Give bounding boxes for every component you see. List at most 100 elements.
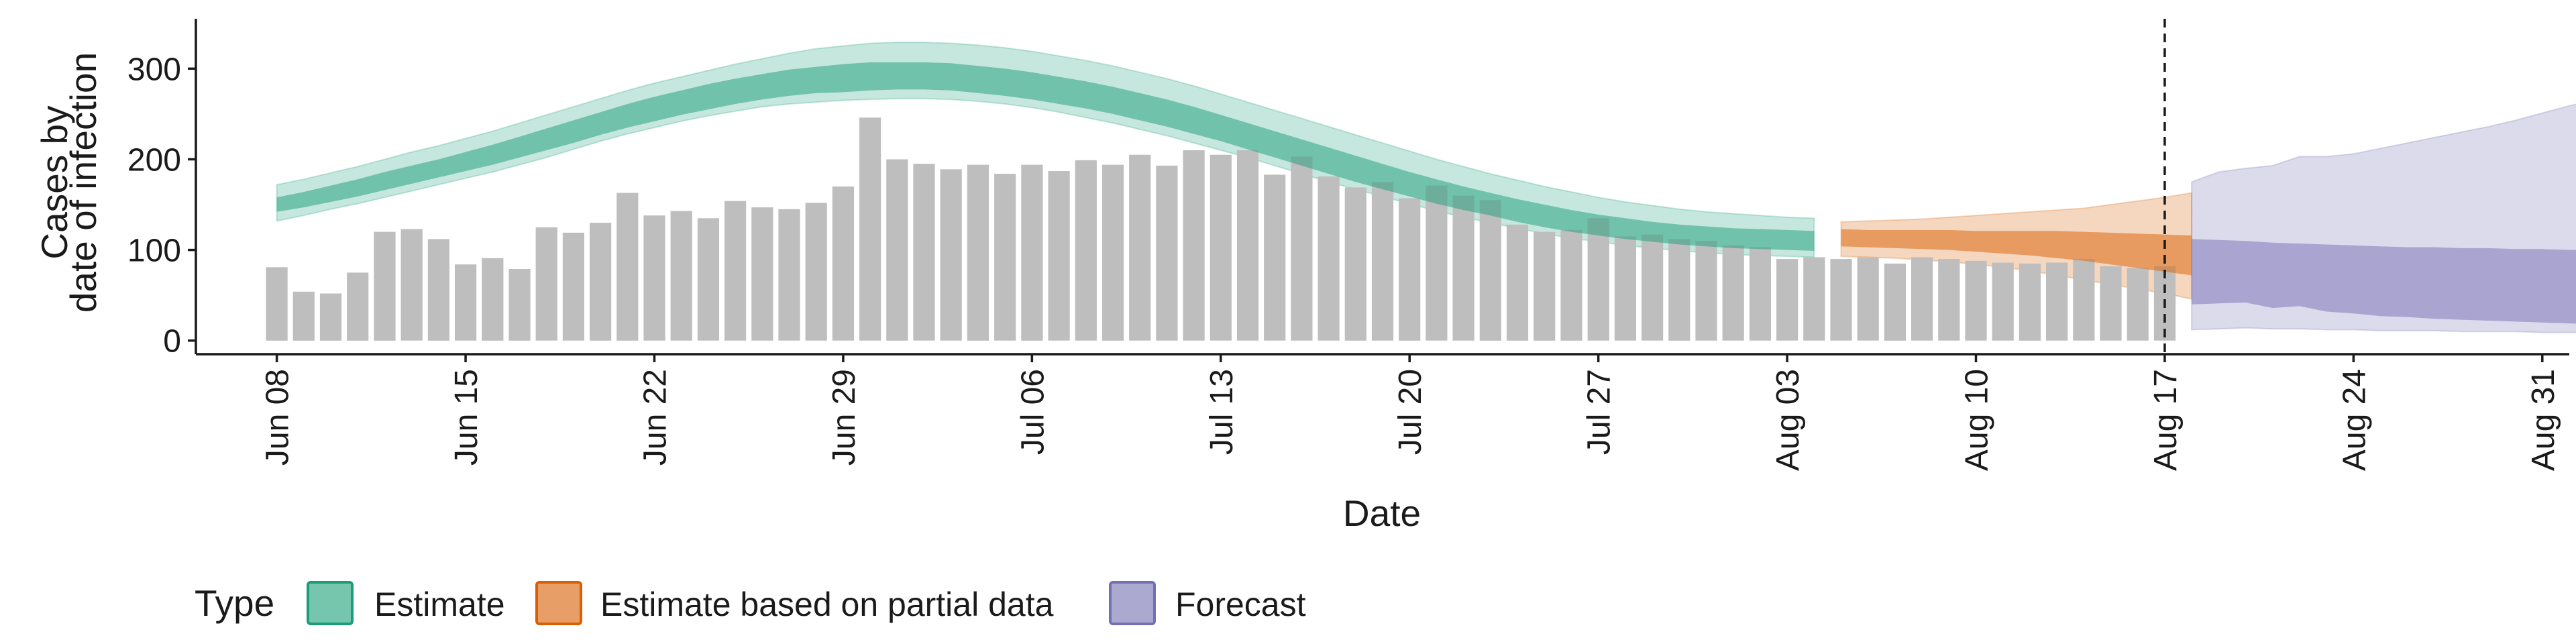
case-bar [1426, 185, 1448, 341]
case-bar [1210, 154, 1232, 341]
case-bar [1506, 224, 1529, 341]
case-bar [319, 293, 342, 341]
case-bar [1642, 234, 1664, 341]
case-bar [1264, 174, 1286, 341]
legend-swatch-forecast [1109, 581, 1156, 625]
y-tick-label: 0 [163, 324, 181, 360]
legend-label-forecast: Forecast [1175, 586, 1306, 623]
y-axis-title-line-1: Cases by [34, 105, 75, 260]
case-bar [455, 264, 477, 341]
case-bar [1156, 165, 1178, 341]
case-bar [2046, 262, 2068, 341]
case-bars [266, 117, 2176, 341]
case-bar [1776, 259, 1799, 341]
case-bar [913, 164, 935, 341]
legend-swatch-partial [535, 581, 582, 625]
x-tick-label: Jul 27 [1582, 369, 1617, 455]
case-bar [643, 215, 665, 341]
band-inner-estimate [276, 62, 1815, 251]
case-bar [1291, 156, 1313, 341]
x-tick-label: Aug 10 [1960, 369, 1995, 471]
legend-title: Type [195, 582, 274, 624]
case-bar [1318, 176, 1340, 341]
case-bar [1965, 260, 1987, 341]
x-tick-label: Jun 22 [638, 369, 674, 466]
case-bar [805, 203, 827, 341]
x-tick-label: Jun 08 [260, 369, 296, 466]
case-bar [1857, 257, 1879, 341]
case-bar [616, 193, 639, 341]
case-bar [940, 169, 962, 341]
case-bar [1129, 154, 1151, 341]
case-bar [292, 291, 315, 341]
legend-label-estimate: Estimate [374, 586, 505, 623]
case-bar [751, 207, 773, 341]
case-bar [724, 201, 747, 341]
case-bar [374, 231, 396, 341]
y-axis-ticks: 0 100 200 300 [127, 52, 196, 360]
case-bar [1534, 231, 1556, 341]
case-bar [508, 269, 531, 341]
case-bar [967, 164, 989, 341]
legend: Type Estimate Estimate based on partial … [195, 581, 1306, 625]
case-bar [590, 223, 612, 341]
x-tick-label: Aug 31 [2526, 369, 2561, 471]
case-bar [1560, 229, 1582, 341]
case-bar [2073, 259, 2095, 341]
x-tick-label: Aug 03 [1770, 369, 1806, 471]
case-bar [1722, 245, 1744, 341]
case-bar [2127, 268, 2149, 341]
x-axis-title: Date [1343, 492, 1421, 534]
case-bar [859, 117, 881, 341]
case-bar [1048, 171, 1070, 341]
y-tick-label: 100 [127, 233, 181, 269]
case-bar [886, 159, 908, 341]
band-inner-estimate-based-on-partial-data [1841, 229, 2192, 276]
case-bar [1102, 164, 1124, 341]
case-bar [1021, 164, 1043, 341]
x-tick-label: Jul 06 [1015, 369, 1051, 455]
x-tick-label: Jun 29 [826, 369, 862, 466]
case-bar [2100, 266, 2122, 341]
case-bar [1452, 195, 1474, 341]
case-bar [994, 174, 1016, 341]
case-bar [1803, 257, 1825, 341]
y-axis-title-line-2: date of infection [62, 52, 104, 313]
case-bar [1183, 150, 1205, 341]
band-inner-forecast [2192, 239, 2576, 324]
x-tick-label: Jul 13 [1204, 369, 1240, 455]
case-bar [347, 272, 369, 341]
case-bar [1992, 262, 2014, 341]
case-bar [1371, 182, 1394, 341]
case-bar [670, 211, 692, 341]
case-bar [1399, 198, 1421, 341]
case-bar [427, 239, 449, 341]
case-bar [1344, 187, 1366, 341]
case-bar [482, 258, 504, 341]
x-tick-label: Aug 17 [2148, 369, 2184, 471]
legend-label-partial: Estimate based on partial data [600, 586, 1054, 623]
y-tick-label: 200 [127, 142, 181, 178]
y-tick-label: 300 [127, 52, 181, 87]
legend-swatch-estimate [307, 581, 354, 625]
case-bar [2019, 263, 2041, 341]
case-bar [535, 227, 557, 341]
case-bar [1587, 218, 1609, 341]
case-bar [778, 209, 800, 341]
case-bar [697, 218, 719, 341]
case-bar [1075, 160, 1097, 341]
case-bar [1749, 247, 1771, 341]
case-bar [832, 186, 854, 341]
case-bar [562, 232, 584, 341]
x-tick-label: Aug 24 [2337, 369, 2372, 471]
case-bar [1236, 150, 1259, 341]
uncertainty-bands-inner [276, 62, 2576, 324]
case-bar [1911, 257, 1933, 341]
case-bar [400, 229, 423, 341]
case-bar [1614, 236, 1636, 341]
x-axis-ticks: Jun 08 Jun 15 Jun 22 Jun 29 Jul 06 Jul 13 Jul … [260, 354, 2561, 471]
case-bar [1830, 259, 1852, 341]
case-bar [1668, 239, 1690, 341]
case-bar [1479, 200, 1501, 341]
